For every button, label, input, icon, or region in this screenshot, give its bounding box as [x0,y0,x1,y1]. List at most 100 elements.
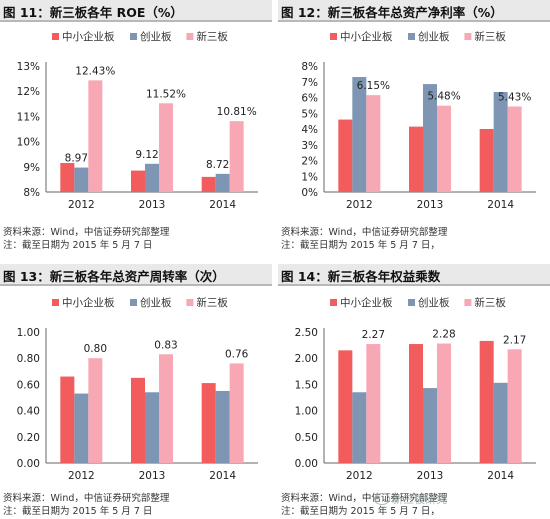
x-tick-label: 2014 [487,199,514,211]
data-label: 11.52% [146,88,186,100]
y-tick-label: 12% [17,86,40,98]
legend-label: 中小企业板 [340,30,393,43]
y-tick-label: 0.50 [295,432,318,444]
legend-label: 创业板 [418,296,450,309]
bar [60,376,75,463]
data-label: 5.43% [498,91,531,103]
y-tick-label: 2% [301,156,318,168]
legend-label: 新三板 [196,296,228,309]
bar [74,167,89,192]
source-line: 资料来源：Wind，中信证券研究部整理 [3,227,170,238]
y-tick-label: 13% [17,61,40,73]
legend-label: 创业板 [418,30,450,43]
bar [409,126,423,192]
panel-header: 图 14：新三板各年权益乘数 [278,264,550,286]
legend-label: 新三板 [474,30,506,43]
legend-label: 创业板 [140,296,172,309]
source-line: 资料来源：Wind，中信证券研究部整理 [3,493,170,504]
bar [493,91,508,192]
note-line: 注：截至日期为 2015 年 5 月 7 日 [3,240,153,251]
bar [366,95,381,192]
y-tick-label: 10% [17,137,40,149]
x-tick-label: 2012 [346,199,373,211]
y-tick-label: 0% [301,187,318,199]
bar [88,80,103,192]
bar [352,77,367,192]
legend-swatch [130,299,137,306]
panel-header: 图 13：新三板各年总资产周转率（次） [0,264,272,286]
bar [479,340,494,463]
legend-label: 中小企业板 [340,296,393,309]
roe-bar-chart: 中小企业板 创业板 新三板8%9%10%11%12%13%8.97%12.43%20… [17,30,258,211]
legend-swatch [464,299,472,306]
y-tick-label: 1.00 [17,327,40,339]
bar [229,363,244,463]
legend-swatch [464,33,472,40]
y-tick-label: 8% [301,61,318,73]
bar [145,392,159,463]
panel-title: 图 12：新三板各年总资产净利率（%） [281,5,503,20]
legend-swatch [186,299,194,306]
y-tick-label: 0.60 [17,379,40,391]
bar [338,119,353,192]
legend: 中小企业板 创业板 新三板 [330,296,506,309]
y-tick-label: 2.00 [295,353,318,365]
bar [88,358,103,463]
bar [201,176,216,192]
bar [423,84,437,192]
bar [229,121,244,192]
legend-label: 新三板 [196,30,228,43]
bar [423,388,437,463]
y-tick-label: 0.20 [17,432,40,444]
y-tick-label: 6% [301,93,318,105]
data-label: 2.17 [503,334,526,346]
bar [352,392,367,463]
watermark-text: 新三板研究 [392,493,447,506]
data-label: 6.15% [357,80,390,92]
data-label: 5.48% [427,91,460,103]
source-line: 资料来源：Wind，中信证券研究部整理 [281,227,448,238]
x-tick-label: 2012 [68,199,95,211]
bar [479,129,494,192]
data-label: 0.80 [84,343,107,355]
panel-header: 图 11：新三板各年 ROE（%） [0,0,272,22]
bar [215,390,230,463]
roa-bar-chart: 中小企业板 创业板 新三板 0% 1% 2% 3% 4% 5% 6% 7% 8% 6.15% 2012 5.… [301,30,536,211]
bar [201,383,216,463]
y-tick-label: 1.50 [295,379,318,391]
bar [74,393,89,463]
x-tick-label: 2013 [417,470,444,482]
y-tick-label: 5% [301,108,318,120]
x-tick-label: 2013 [417,199,444,211]
note-line: 注：截至日期为 2015 年 5 月 7 日， [281,240,440,251]
legend-swatch [408,33,415,40]
bar [366,344,381,463]
legend: 中小企业板 创业板 新三板 [330,30,506,43]
y-tick-label: 0.40 [17,406,40,418]
bar [507,349,522,463]
panel-title: 图 11：新三板各年 ROE（%） [3,5,183,20]
legend-swatch [330,33,337,40]
legend-swatch [186,33,194,40]
legend-swatch [130,33,137,40]
asset-turnover-bar-chart: 中小企业板 创业板 新三板 0.00 0.20 0.40 0.60 0.80 1.00 0.80 2… [17,296,258,482]
bar [145,163,159,192]
x-tick-label: 2014 [487,470,514,482]
legend-swatch [330,299,337,306]
y-tick-label: 3% [301,140,318,152]
equity-multiplier-bar-chart: 中小企业板 创业板 新三板 0.00 0.50 1.00 1.50 2.00 2.50 2.27 2… [295,296,536,482]
legend-swatch [408,299,415,306]
bar [409,344,423,463]
y-tick-label: 1.00 [295,406,318,418]
x-tick-label: 2013 [139,470,166,482]
y-tick-label: 7% [301,77,318,89]
data-label: 2.27 [362,329,385,341]
bar [493,382,508,463]
y-tick-label: 2.50 [295,327,318,339]
wechat-icon [374,493,390,505]
x-tick-label: 2012 [346,470,373,482]
legend-label: 新三板 [474,296,506,309]
data-label: 0.76 [225,348,249,360]
y-tick-label: 0.00 [17,458,40,470]
bar [215,173,230,192]
